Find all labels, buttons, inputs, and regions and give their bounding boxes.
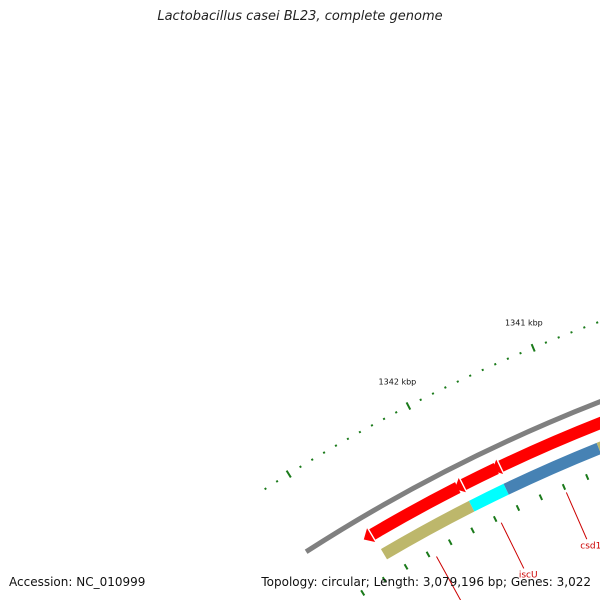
ruler-minor-tick bbox=[456, 380, 460, 383]
ruler-minor-tick bbox=[275, 479, 279, 483]
ruler-minor-tick bbox=[382, 417, 386, 421]
cds-arrowhead bbox=[492, 459, 504, 475]
ruler-minor-tick bbox=[264, 487, 267, 491]
inner-ruler-tick bbox=[403, 563, 409, 570]
inner-ruler-tick bbox=[538, 494, 544, 501]
ruler-minor-tick bbox=[394, 411, 398, 414]
ruler-tick-label: 1342 kbp bbox=[379, 378, 417, 387]
gene-label: iscU bbox=[519, 570, 538, 580]
genome-backbone bbox=[304, 399, 600, 554]
gene-leader-line bbox=[500, 522, 525, 569]
accession-label: Accession: NC_010999 bbox=[9, 575, 146, 589]
inner-ruler-tick bbox=[381, 576, 387, 583]
ruler-minor-tick bbox=[544, 341, 548, 344]
ruler-minor-tick bbox=[595, 321, 599, 324]
inner-ruler-tick bbox=[360, 589, 366, 596]
ruler-minor-tick bbox=[322, 451, 326, 454]
ruler-minor-tick bbox=[310, 458, 314, 462]
inner-ruler-tick bbox=[585, 473, 590, 481]
cds-feature bbox=[460, 463, 499, 490]
ruler-major-tick bbox=[530, 343, 536, 352]
gene-block bbox=[380, 500, 475, 560]
ruler-minor-tick bbox=[583, 326, 586, 329]
ruler-minor-tick bbox=[358, 430, 362, 434]
inner-ruler-tick bbox=[470, 527, 475, 534]
ruler-major-tick bbox=[285, 470, 292, 478]
ruler-minor-tick bbox=[493, 362, 497, 366]
gene-block bbox=[468, 483, 509, 512]
cds-arrowhead bbox=[363, 528, 376, 543]
ruler-minor-tick bbox=[299, 465, 302, 469]
ruler-major-tick bbox=[405, 402, 412, 411]
gene-label: csd1 bbox=[580, 541, 600, 551]
ruler-minor-tick bbox=[346, 437, 350, 441]
ruler-tick-label: 1341 kbp bbox=[505, 319, 543, 328]
inner-ruler-tick bbox=[447, 539, 453, 546]
cds-feature bbox=[498, 416, 600, 472]
cds-feature bbox=[369, 482, 461, 540]
map-title: Lactobacillus casei BL23, complete genom… bbox=[157, 9, 443, 24]
genome-summary: Topology: circular; Length: 3,079,196 bp… bbox=[261, 575, 591, 589]
cds-arrowhead bbox=[454, 478, 466, 493]
ruler-minor-tick bbox=[506, 357, 510, 360]
ruler-minor-tick bbox=[419, 398, 423, 402]
ruler-minor-tick bbox=[468, 374, 472, 378]
ruler-minor-tick bbox=[570, 331, 573, 334]
inner-ruler-tick bbox=[561, 483, 567, 491]
gene-block bbox=[503, 442, 600, 495]
inner-ruler-tick bbox=[492, 515, 498, 523]
ruler-minor-tick bbox=[557, 336, 560, 339]
ruler-minor-tick bbox=[431, 392, 435, 395]
ruler-minor-tick bbox=[334, 444, 338, 448]
inner-ruler-tick bbox=[515, 504, 521, 512]
ruler-minor-tick bbox=[444, 386, 447, 389]
ruler-minor-tick bbox=[481, 368, 485, 372]
gene-leader-line bbox=[436, 556, 462, 600]
ruler-minor-tick bbox=[519, 351, 522, 355]
gene-leader-line bbox=[565, 492, 588, 540]
ruler-minor-tick bbox=[370, 424, 374, 427]
inner-ruler-tick bbox=[425, 551, 431, 558]
